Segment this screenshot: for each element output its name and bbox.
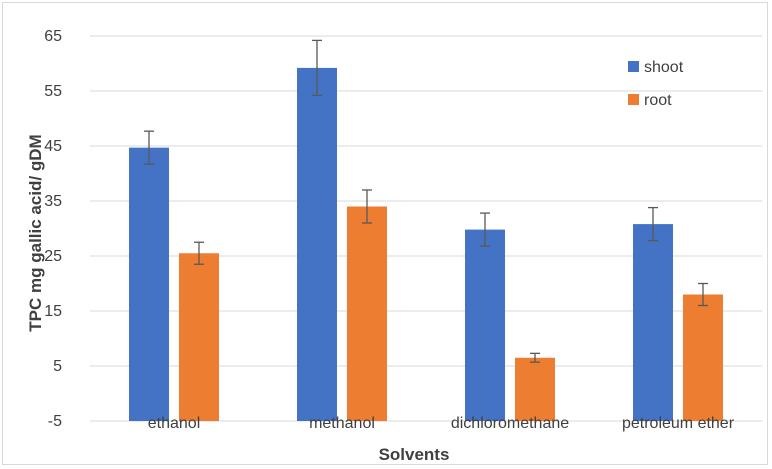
x-axis-title: Solvents	[379, 445, 450, 464]
y-tick-label: 45	[44, 138, 62, 155]
x-axis-category-labels: ethanol methanol dichloromethane petroleum …	[148, 415, 735, 432]
x-category-label: methanol	[309, 415, 375, 432]
y-tick-label: 65	[44, 28, 62, 45]
error-bar-shoot-petroleum-ether	[648, 206, 658, 242]
error-bar-shoot-ethanol	[144, 130, 154, 165]
legend-label-root: root	[644, 92, 672, 109]
legend: shoot root	[628, 59, 684, 109]
bar-root-petroleum-ether	[683, 294, 723, 421]
bar-root-ethanol	[179, 253, 219, 421]
bar-shoot-petroleum-ether	[633, 224, 673, 421]
error-bars	[144, 39, 708, 363]
y-tick-label: 15	[44, 303, 62, 320]
y-tick-label: 5	[53, 358, 62, 375]
bar-shoot-dichloromethane	[465, 229, 505, 421]
bar-root-methanol	[347, 206, 387, 421]
y-axis-tick-labels: -5 5 15 25 35 45 55 65	[44, 28, 62, 430]
y-tick-label: 55	[44, 83, 62, 100]
x-category-label: dichloromethane	[451, 415, 569, 432]
error-bar-shoot-dichloromethane	[480, 212, 490, 247]
bar-root-dichloromethane	[515, 357, 555, 421]
x-category-label: ethanol	[148, 415, 201, 432]
error-bar-shoot-methanol	[312, 39, 322, 97]
legend-swatch-shoot	[628, 61, 639, 72]
y-tick-label: -5	[48, 413, 62, 430]
error-bar-root-dichloromethane	[530, 352, 540, 363]
error-bar-root-petroleum-ether	[698, 282, 708, 307]
bar-shoot-methanol	[297, 67, 337, 422]
legend-label-shoot: shoot	[644, 59, 684, 76]
x-category-label: petroleum ether	[622, 415, 735, 432]
y-tick-label: 25	[44, 248, 62, 265]
legend-swatch-root	[628, 94, 639, 105]
error-bar-root-ethanol	[194, 241, 204, 265]
y-tick-label: 35	[44, 193, 62, 210]
bar-shoot-ethanol	[129, 147, 169, 421]
bars	[129, 67, 723, 422]
error-bar-root-methanol	[362, 189, 372, 224]
y-axis-title: TPC mg gallic acid/ gDM	[26, 134, 45, 331]
